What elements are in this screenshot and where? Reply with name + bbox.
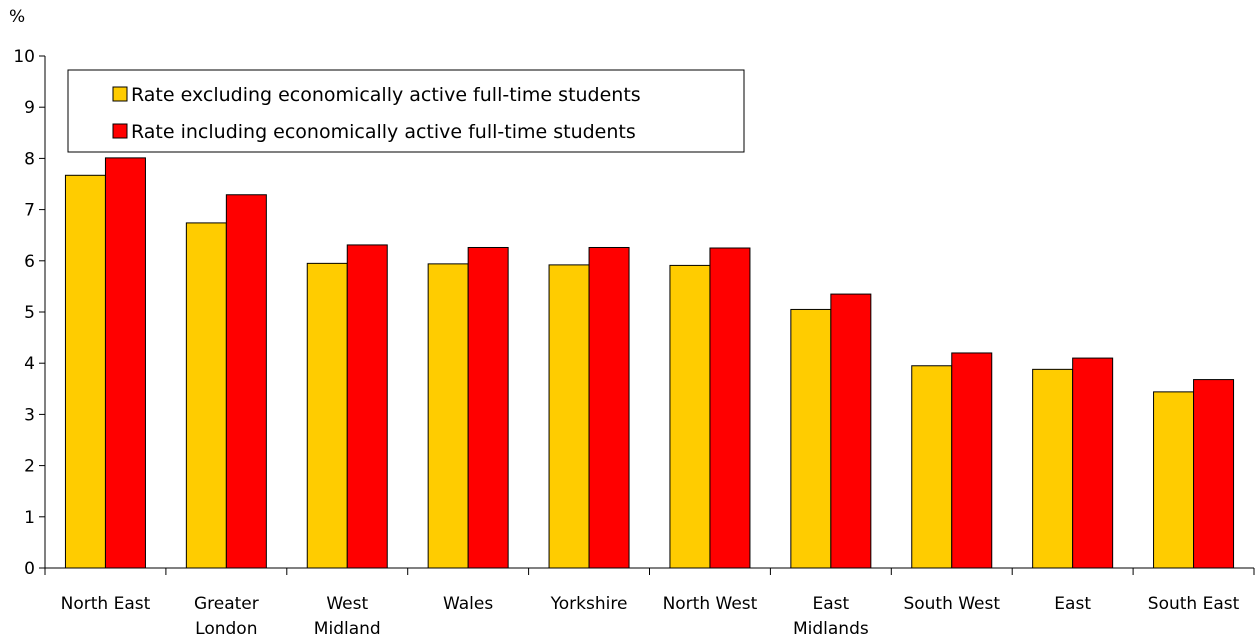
bar-including — [346, 244, 388, 569]
x-category-label: East — [1054, 594, 1091, 614]
bar-excluding — [427, 263, 469, 569]
bar-excluding — [548, 264, 590, 569]
bars — [64, 157, 1235, 569]
bar-excluding — [185, 222, 227, 569]
bar-excluding — [790, 308, 832, 569]
legend-swatch-excluding — [112, 86, 128, 102]
y-tick-label: 0 — [24, 559, 35, 579]
bar-excluding — [64, 174, 106, 569]
bar-including — [588, 246, 630, 569]
x-category-label: North West — [663, 594, 758, 614]
x-category-label: South West — [903, 594, 1000, 614]
x-axis: North East Greater London West Midland Wales Y… — [44, 567, 1255, 639]
bar-excluding — [1032, 368, 1074, 569]
x-category-label: South East — [1148, 594, 1240, 614]
x-category-label: Yorkshire — [550, 594, 628, 614]
legend-label-excluding: Rate excluding economically active full-… — [131, 84, 641, 106]
legend-swatch-including — [112, 123, 128, 139]
bar-including — [1072, 357, 1114, 569]
y-tick-label: 5 — [24, 303, 35, 323]
bar-excluding — [306, 262, 348, 569]
y-tick-label: 4 — [24, 354, 35, 374]
x-category-label: Wales — [443, 594, 493, 614]
y-tick-label: 3 — [24, 405, 35, 425]
bar-excluding — [911, 365, 953, 569]
y-tick-label: 2 — [24, 457, 35, 477]
y-tick-label: 9 — [24, 98, 35, 118]
bar-including — [467, 246, 509, 569]
bar-including — [225, 194, 267, 569]
y-axis-unit-label: % — [9, 7, 25, 27]
y-tick-label: 10 — [13, 47, 35, 67]
bar-including — [951, 352, 993, 569]
bar-including — [830, 293, 872, 569]
legend-label-including: Rate including economically active full-… — [131, 121, 636, 143]
bar-excluding — [1153, 391, 1195, 569]
y-axis: 0 1 2 3 4 5 6 7 8 9 10 — [13, 47, 46, 579]
x-category-label: East Midlands — [793, 594, 869, 639]
y-tick-label: 6 — [24, 252, 35, 272]
legend-box — [67, 69, 745, 153]
bar-including — [709, 247, 751, 569]
x-category-label: West Midland — [314, 594, 381, 639]
legend: Rate excluding economically active full-… — [67, 69, 745, 153]
y-tick-label: 1 — [24, 508, 35, 528]
y-tick-label: 8 — [24, 149, 35, 169]
bar-excluding — [669, 264, 711, 569]
y-tick-label: 7 — [24, 201, 35, 221]
x-category-label: Greater London — [194, 594, 259, 639]
bar-including — [1193, 379, 1235, 569]
x-category-label: North East — [61, 594, 151, 614]
bar-including — [104, 157, 146, 569]
